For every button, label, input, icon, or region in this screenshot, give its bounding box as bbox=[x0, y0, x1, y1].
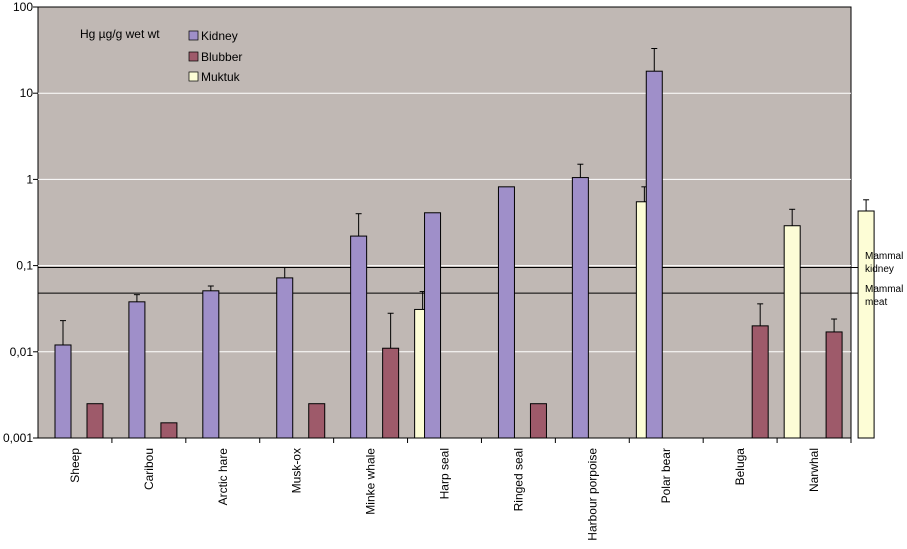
legend-label-kidney: Kidney bbox=[201, 29, 238, 43]
bar-kidney bbox=[276, 277, 294, 439]
bar-blubber bbox=[308, 403, 326, 439]
category-label: Sheep bbox=[68, 448, 82, 483]
ref-label-kidney-line1: Mammal bbox=[865, 251, 903, 262]
ref-label-meat-line2: meat bbox=[865, 297, 887, 308]
reference-labels: Mammal kidney Mammal meat bbox=[865, 251, 903, 308]
bar-kidney bbox=[497, 186, 515, 439]
legend-label-muktuk: Muktuk bbox=[201, 70, 241, 84]
category-label: Harbour porpoise bbox=[585, 448, 599, 541]
reference-lines bbox=[38, 267, 863, 294]
bar-blubber bbox=[529, 403, 547, 439]
bar-blubber bbox=[825, 331, 843, 439]
legend-swatch-blubber bbox=[188, 51, 199, 62]
bar-kidney bbox=[424, 212, 442, 439]
bar-kidney bbox=[350, 235, 368, 439]
unit-label: Hg µg/g wet wt bbox=[80, 27, 160, 41]
y-tick-label: 10 bbox=[20, 86, 34, 100]
bar-kidney bbox=[128, 301, 146, 439]
bar-kidney bbox=[645, 70, 663, 439]
bar-kidney bbox=[571, 177, 589, 439]
category-label: Musk-ox bbox=[290, 448, 304, 493]
y-tick-label: 0,01 bbox=[10, 345, 34, 359]
ref-label-meat-line1: Mammal bbox=[865, 284, 903, 295]
bar-blubber bbox=[751, 325, 769, 439]
y-tick-label: 100 bbox=[13, 0, 33, 14]
grid-lines bbox=[38, 92, 851, 353]
category-label: Caribou bbox=[142, 448, 156, 490]
bar-blubber bbox=[160, 422, 178, 439]
category-label: Minke whale bbox=[364, 448, 378, 515]
bar-muktuk bbox=[857, 210, 875, 439]
category-label: Beluga bbox=[733, 448, 747, 486]
category-label: Polar bear bbox=[659, 448, 673, 503]
legend-swatch-muktuk bbox=[188, 71, 199, 82]
legend: Hg µg/g wet wt Kidney Blubber Muktuk bbox=[80, 27, 242, 84]
category-label: Arctic hare bbox=[216, 448, 230, 506]
bar-blubber bbox=[382, 347, 400, 439]
bar-blubber bbox=[86, 403, 104, 439]
axes: 0,001 0,01 0,1 1 10 100 bbox=[3, 0, 852, 445]
legend-swatch-kidney bbox=[188, 30, 199, 41]
category-label: Harp seal bbox=[438, 448, 452, 499]
bar-kidney bbox=[54, 344, 72, 439]
legend-label-blubber: Blubber bbox=[201, 50, 242, 64]
bars bbox=[54, 48, 875, 439]
y-tick-label: 1 bbox=[26, 172, 33, 186]
ref-label-kidney-line2: kidney bbox=[865, 264, 894, 275]
y-tick-label: 0,1 bbox=[16, 259, 33, 273]
category-label: Ringed seal bbox=[511, 448, 525, 511]
bar-kidney bbox=[202, 290, 220, 439]
category-label: Narwhal bbox=[807, 448, 821, 492]
y-tick-label: 0,001 bbox=[3, 431, 33, 445]
plot-area bbox=[37, 6, 852, 439]
category-labels: Sheep Caribou Arctic hare Musk-ox Minke whal… bbox=[68, 448, 821, 541]
bar-muktuk bbox=[783, 225, 801, 439]
